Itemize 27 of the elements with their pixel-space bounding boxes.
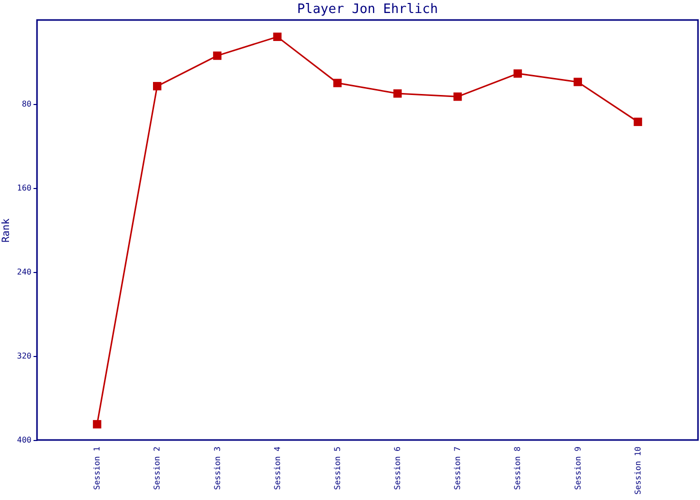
x-tick-label: Session 1 xyxy=(92,446,102,490)
point xyxy=(273,32,282,41)
x-tick-label: Session 6 xyxy=(393,446,402,490)
point xyxy=(514,69,522,78)
point xyxy=(213,52,222,60)
point xyxy=(92,420,102,428)
x-tick-label: Session 9 xyxy=(573,446,582,490)
point xyxy=(333,78,342,88)
x-tick-label: Session 10 xyxy=(633,446,642,495)
x-tick-label: Session 3 xyxy=(212,446,222,490)
point xyxy=(634,118,642,126)
y-tick-label: 80 xyxy=(22,100,32,108)
y-tick-label: 240 xyxy=(17,268,32,276)
y-tick-label: 400 xyxy=(17,436,32,444)
y-axis-title: Rank xyxy=(1,218,12,243)
x-tick-label: Session 8 xyxy=(513,446,522,490)
x-tick-label: Session 7 xyxy=(453,446,462,490)
y-tick-label: 320 xyxy=(17,352,32,360)
point xyxy=(574,78,582,86)
x-tick-label: Session 2 xyxy=(152,446,162,490)
point xyxy=(393,89,402,98)
x-tick-label: Session 4 xyxy=(272,446,282,490)
x-tick-label: Session 5 xyxy=(332,446,342,490)
point xyxy=(453,92,462,101)
point xyxy=(153,82,162,90)
y-tick-label: 160 xyxy=(17,184,32,192)
chart-title: Player Jon Ehrlich xyxy=(297,2,438,17)
